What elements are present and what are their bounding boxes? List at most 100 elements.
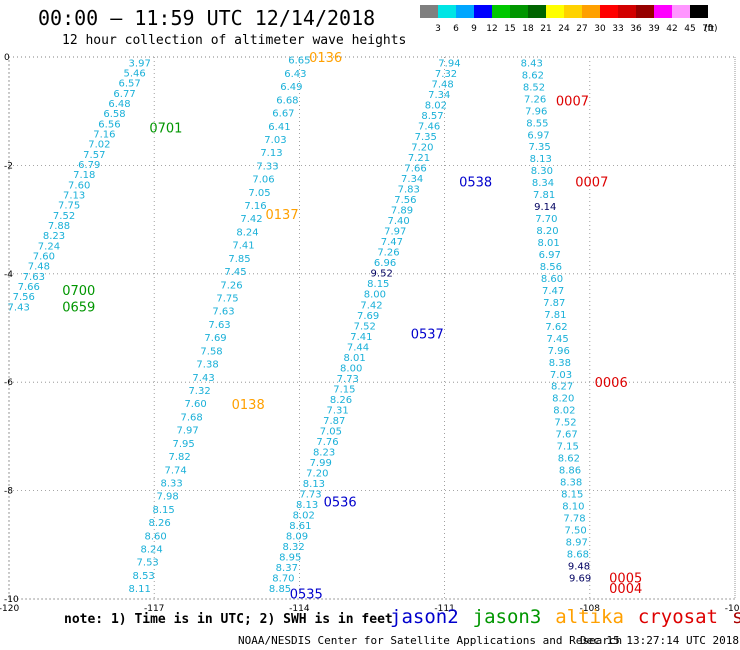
wave-height-value: 9.48 — [568, 561, 590, 572]
colorbar-tick-label: 42 — [666, 24, 677, 34]
colorbar-tick-label: 21 — [540, 24, 551, 34]
wave-height-value: 7.21 — [408, 153, 430, 164]
wave-height-value: 7.06 — [252, 175, 274, 186]
wave-height-value: 7.88 — [48, 221, 70, 232]
legend-item-cryosat: cryosat — [637, 606, 718, 628]
wave-height-value: 8.56 — [540, 262, 562, 273]
wave-height-value: 8.62 — [558, 454, 580, 465]
wave-height-value: 7.35 — [415, 132, 437, 143]
colorbar-tick-label: 9 — [471, 24, 477, 34]
colorbar-swatch — [438, 5, 456, 18]
wave-height-value: 7.87 — [543, 298, 565, 309]
wave-height-value: 8.15 — [561, 489, 583, 500]
colorbar-tick-label: 70 — [702, 24, 714, 34]
colorbar-swatch — [492, 5, 510, 18]
wave-height-value: 7.26 — [524, 94, 546, 105]
plot-frame — [8, 56, 736, 600]
wave-height-value: 7.15 — [333, 384, 355, 395]
wave-height-value: 8.13 — [296, 500, 318, 511]
wave-height-value: 7.73 — [299, 490, 321, 501]
wave-height-value: 7.45 — [224, 267, 246, 278]
y-tick-label: -10 — [4, 595, 19, 605]
wave-height-value: 6.41 — [268, 122, 290, 133]
wave-height-value: 7.60 — [33, 252, 55, 263]
wave-height-value: 7.41 — [350, 332, 372, 343]
colorbar-swatch — [690, 5, 708, 18]
colorbar-swatch — [636, 5, 654, 18]
pass-time-label: 0007 — [556, 94, 589, 109]
wave-height-value: 7.48 — [28, 262, 50, 273]
legend-item-altika: altika — [555, 606, 624, 628]
colorbar-swatch — [564, 5, 582, 18]
credit-footer: NOAA/NESDIS Center for Satellite Applica… — [238, 634, 623, 647]
wave-height-value: 7.33 — [256, 161, 278, 172]
wave-height-value: 7.56 — [13, 292, 35, 303]
colorbar-tick-label: 33 — [612, 24, 623, 34]
wave-height-value: 8.20 — [536, 226, 558, 237]
wave-height-value: 7.69 — [204, 333, 226, 344]
colorbar-swatch — [420, 5, 438, 18]
wave-height-value: 7.35 — [528, 142, 550, 153]
wave-height-value: 7.89 — [391, 206, 413, 217]
wave-height-value: 7.47 — [381, 237, 403, 248]
wave-height-value: 7.20 — [411, 143, 433, 154]
wave-height-value: 8.97 — [566, 537, 588, 548]
chart-title: 00:00 – 11:59 UTC 12/14/2018 — [38, 6, 376, 30]
x-tick-label: -108 — [580, 604, 601, 614]
color-scale-bar: 3 6 9 12 15 18 21 24 27 30 33 36 39 42 45 70(ft) — [420, 5, 718, 34]
wave-height-value: 8.86 — [559, 466, 581, 477]
wave-height-value: 8.70 — [272, 574, 294, 585]
wave-height-value: 7.05 — [320, 426, 342, 437]
wave-height-value: 8.02 — [553, 406, 575, 417]
wave-height-value: 7.96 — [525, 106, 547, 117]
pass-time-label: 0538 — [459, 176, 492, 191]
wave-height-value: 8.26 — [149, 518, 171, 529]
wave-height-value: 7.53 — [137, 558, 159, 569]
colorbar-swatch — [672, 5, 690, 18]
legend-item-jason2: jason2 — [390, 606, 459, 628]
colorbar-tick-label: 18 — [522, 24, 534, 34]
x-tick-label: -105 — [725, 604, 740, 614]
wave-height-value: 8.37 — [276, 563, 298, 574]
wave-height-value: 8.43 — [521, 58, 543, 69]
wave-height-value: 7.70 — [535, 214, 557, 225]
wave-height-value: 7.69 — [357, 311, 379, 322]
wave-height-value: 7.42 — [240, 214, 262, 225]
wave-height-value: 7.52 — [53, 211, 75, 222]
colorbar-unit: (ft) — [704, 24, 718, 34]
wave-height-value: 8.34 — [532, 178, 554, 189]
y-tick-label: 0 — [4, 53, 10, 63]
wave-height-value: 8.38 — [549, 358, 571, 369]
wave-height-value: 8.20 — [552, 394, 574, 405]
wave-height-value: 7.94 — [438, 58, 460, 69]
x-tick-label: -111 — [434, 604, 454, 614]
wave-height-value: 8.55 — [526, 118, 548, 129]
wave-height-value: 7.03 — [550, 370, 572, 381]
wave-height-value: 7.43 — [8, 302, 30, 313]
colorbar-tick-label: 15 — [504, 24, 515, 34]
y-tick-label: -8 — [4, 487, 13, 497]
wave-height-value: 7.18 — [73, 170, 95, 181]
y-tick-label: -2 — [4, 161, 13, 171]
pass-time-label: 0137 — [266, 208, 299, 223]
wave-height-value: 7.38 — [196, 360, 218, 371]
wave-height-value: 6.68 — [276, 95, 298, 106]
colorbar-swatch — [618, 5, 636, 18]
wave-height-value: 7.87 — [323, 416, 345, 427]
wave-height-value: 7.74 — [164, 465, 186, 476]
wave-height-value: 7.45 — [546, 334, 568, 345]
wave-height-value: 7.32 — [188, 386, 210, 397]
wave-height-value: 9.52 — [371, 269, 393, 280]
wave-height-value: 7.34 — [401, 174, 423, 185]
y-tick-label: -6 — [4, 378, 13, 388]
wave-height-value: 7.73 — [337, 374, 359, 385]
wave-height-value: 8.00 — [340, 363, 362, 374]
pass-time-label: 0006 — [595, 376, 628, 391]
colorbar-tick-label: 12 — [486, 24, 497, 34]
wave-height-value: 7.68 — [180, 412, 202, 423]
wave-height-value: 5.46 — [124, 69, 146, 80]
wave-height-value: 8.60 — [145, 531, 167, 542]
wave-height-value: 7.43 — [192, 373, 214, 384]
time-units-note: note: 1) Time is in UTC; 2) SWH is in fe… — [64, 612, 393, 627]
wave-height-value: 7.02 — [88, 140, 110, 151]
